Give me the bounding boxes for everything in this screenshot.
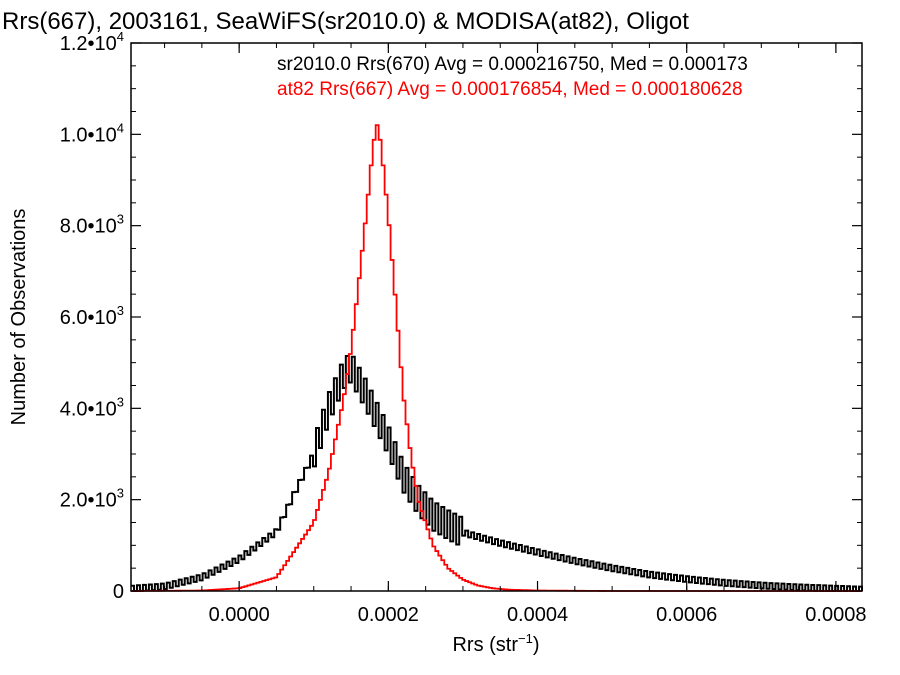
x-axis-label-base: Rrs (str [452, 634, 518, 656]
x-axis-label-close: ) [533, 634, 540, 656]
y-tick-label: 4.0•103 [60, 394, 124, 420]
x-tick-label: 0.0006 [656, 604, 717, 626]
annotation-black: sr2010.0 Rrs(670) Avg = 0.000216750, Med… [277, 54, 748, 75]
y-tick-label: 0 [113, 581, 124, 603]
series-line-red [131, 124, 862, 592]
x-ticks-layer: 0.0000 0.0002 0.0004 0.0006 0.0008 [164, 43, 866, 626]
x-axis-label: Rrs (str−1) [452, 631, 539, 656]
x-tick-label: 0.0004 [507, 604, 568, 626]
x-tick-label: 0.0000 [209, 604, 270, 626]
y-tick-label: 1.0•104 [60, 120, 124, 146]
x-axis-label-sup: −1 [518, 631, 533, 646]
x-tick-label: 0.0008 [805, 604, 866, 626]
chart-title: Rrs(667), 2003161, SeaWiFS(sr2010.0) & M… [2, 8, 689, 35]
x-tick-label: 0.0002 [358, 604, 419, 626]
y-tick-label: 6.0•103 [60, 303, 124, 329]
annotation-red: at82 Rrs(667) Avg = 0.000176854, Med = 0… [277, 79, 743, 100]
y-axis-label: Number of Observations [8, 209, 30, 426]
y-tick-label: 2.0•103 [60, 486, 124, 512]
plot-frame [130, 42, 863, 592]
y-tick-label: 8.0•103 [60, 212, 124, 238]
y-tick-label: 1.2•104 [60, 29, 124, 55]
y-ticks-layer: 0 2.0•103 4.0•103 6.0•103 8.0•103 1.0•104 1.2•… [60, 29, 862, 603]
series-layer [131, 124, 863, 592]
series-line-black [131, 355, 863, 592]
